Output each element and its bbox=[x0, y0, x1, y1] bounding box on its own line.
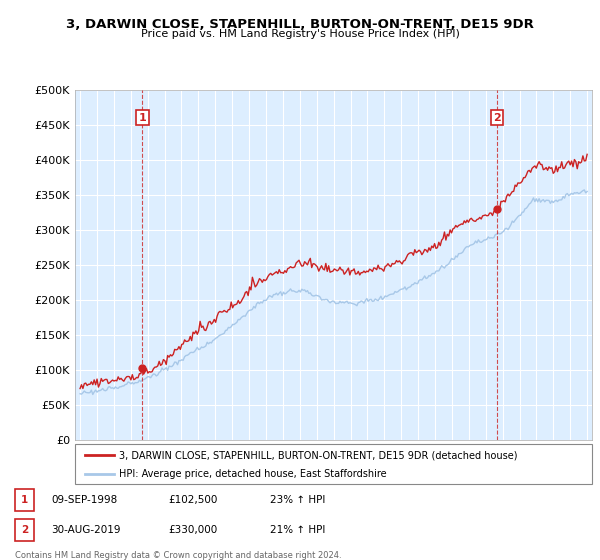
Text: 09-SEP-1998: 09-SEP-1998 bbox=[51, 495, 117, 505]
Bar bbox=[15, 519, 34, 541]
Text: £330,000: £330,000 bbox=[168, 525, 217, 535]
Text: Price paid vs. HM Land Registry's House Price Index (HPI): Price paid vs. HM Land Registry's House … bbox=[140, 29, 460, 39]
Text: 2: 2 bbox=[493, 113, 501, 123]
Text: Contains HM Land Registry data © Crown copyright and database right 2024.
This d: Contains HM Land Registry data © Crown c… bbox=[15, 552, 341, 560]
Text: 3, DARWIN CLOSE, STAPENHILL, BURTON-ON-TRENT, DE15 9DR: 3, DARWIN CLOSE, STAPENHILL, BURTON-ON-T… bbox=[66, 18, 534, 31]
Text: 23% ↑ HPI: 23% ↑ HPI bbox=[270, 495, 325, 505]
Text: HPI: Average price, detached house, East Staffordshire: HPI: Average price, detached house, East… bbox=[119, 469, 386, 479]
Text: £102,500: £102,500 bbox=[168, 495, 217, 505]
Text: 21% ↑ HPI: 21% ↑ HPI bbox=[270, 525, 325, 535]
Text: 1: 1 bbox=[21, 495, 28, 505]
Bar bbox=[15, 489, 34, 511]
Text: 3, DARWIN CLOSE, STAPENHILL, BURTON-ON-TRENT, DE15 9DR (detached house): 3, DARWIN CLOSE, STAPENHILL, BURTON-ON-T… bbox=[119, 450, 517, 460]
Text: 2: 2 bbox=[21, 525, 28, 535]
Text: 30-AUG-2019: 30-AUG-2019 bbox=[51, 525, 121, 535]
Text: 1: 1 bbox=[139, 113, 146, 123]
